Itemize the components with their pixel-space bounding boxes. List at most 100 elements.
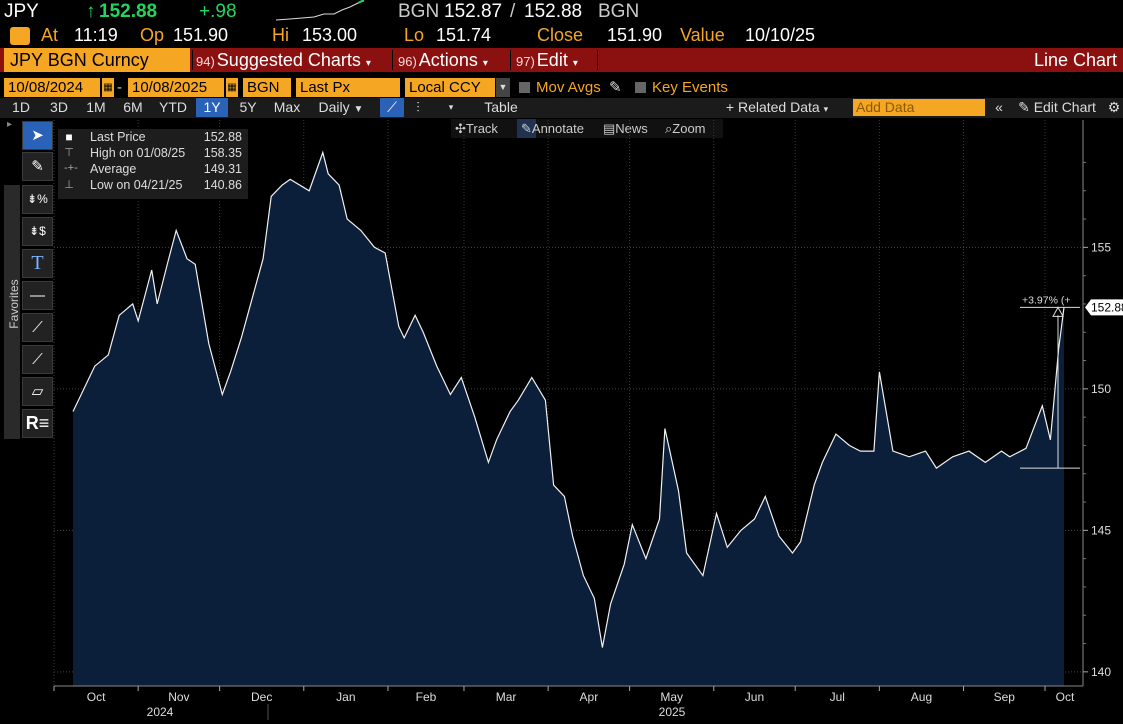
related-data-button[interactable]: + Related Data ▾ (725, 99, 829, 115)
x-tick-label: Sep (994, 690, 1016, 704)
realtime-gauge-icon (10, 27, 30, 45)
zoom-button[interactable]: ⌕ Zoom (665, 121, 706, 136)
year-label: 2025 (659, 705, 686, 719)
x-tick-label: Jun (745, 690, 764, 704)
y-tick-label: 145 (1091, 523, 1111, 537)
drawing-tools-palette: ▸ Favorites ➤ ✎ ⇟% ⇟$ T — ⟋ ⟋ ▱ R≡ (0, 119, 56, 441)
annotate-button[interactable]: ✎ Annotate (517, 119, 584, 138)
close-label: Close (537, 25, 584, 45)
pencil-icon: ✎ (1018, 99, 1030, 115)
collapse-icon[interactable]: « (995, 99, 1003, 115)
square-marker-icon: ■ (65, 130, 73, 144)
percent-measure-icon[interactable]: ⇟% (22, 185, 53, 214)
x-tick-label: May (660, 690, 683, 704)
channel-icon[interactable]: ▱ (22, 377, 53, 406)
track-button[interactable]: ✣ Track (455, 121, 498, 136)
x-tick-label: Oct (87, 690, 106, 704)
at-label: At (41, 25, 59, 45)
candle-chart-icon[interactable]: ⫶ (416, 99, 420, 115)
x-tick-label: Oct (1056, 690, 1075, 704)
last-price: 152.88 (99, 1, 158, 22)
key-events-label[interactable]: Key Events (652, 79, 728, 96)
chevron-down-icon: ▾ (365, 58, 371, 69)
high-label: Hi (272, 25, 289, 45)
ticker: JPY (4, 1, 39, 22)
period-3d[interactable]: 3D (50, 99, 68, 115)
quote-source: BGN (398, 1, 440, 22)
legend-last-label: Last Price (90, 130, 146, 144)
close-value: 151.90 (607, 25, 663, 45)
line-chart-icon[interactable]: ⟋ (380, 98, 404, 117)
security-field[interactable]: JPY BGN Curncy (4, 48, 190, 72)
actions-menu[interactable]: 96) Actions ▾ (398, 50, 488, 70)
legend-high-label: High on 01/08/25 (90, 146, 186, 160)
table-button[interactable]: Table (484, 99, 518, 115)
price-field[interactable]: Last Px (296, 78, 400, 97)
x-tick-label: Jan (336, 690, 355, 704)
mov-avgs-checkbox[interactable] (519, 82, 530, 93)
pointer-icon[interactable]: ➤ (22, 121, 53, 150)
price-change: +.98 (199, 1, 237, 22)
frequency-dropdown[interactable]: Daily ▼ (318, 99, 364, 115)
x-tick-label: Jul (830, 690, 845, 704)
horizontal-line-icon[interactable]: — (22, 281, 53, 310)
period-1d[interactable]: 1D (12, 99, 30, 115)
ray-line-icon[interactable]: ⟋ (22, 345, 53, 374)
period-5y[interactable]: 5Y (239, 99, 257, 115)
y-tick-label: 155 (1091, 240, 1111, 254)
trendline-icon[interactable]: ⟋ (22, 313, 53, 342)
gear-icon[interactable]: ⚙ (1107, 99, 1121, 115)
open-label: Op (140, 25, 165, 45)
ask-price: 152.88 (524, 1, 583, 22)
average-marker-icon: -+- (64, 162, 78, 174)
calendar-icon[interactable]: ▦ (102, 78, 114, 97)
pencil-icon[interactable]: ✎ (22, 152, 53, 181)
dollar-measure-icon[interactable]: ⇟$ (22, 217, 53, 246)
chevron-right-icon[interactable]: ▸ (7, 119, 13, 130)
suggested-charts-menu[interactable]: 94) Suggested Charts ▾ (196, 50, 371, 70)
chevron-down-icon: ▼ (353, 104, 364, 115)
period-6m[interactable]: 6M (123, 99, 143, 115)
chevron-down-icon: ▾ (572, 58, 578, 69)
chart-legend: ■ Last Price 152.88 ⊤ High on 01/08/25 1… (58, 129, 248, 199)
currency-field[interactable]: Local CCY (405, 78, 495, 97)
date-range-dash: - (117, 79, 122, 96)
period-max[interactable]: Max (273, 99, 301, 115)
high-marker-icon: ⊤ (64, 147, 74, 159)
edit-chart-button[interactable]: ✎ Edit Chart (1018, 99, 1096, 115)
favorites-strip: Favorites (4, 185, 21, 439)
source-field[interactable]: BGN (243, 78, 291, 97)
calendar-icon[interactable]: ▦ (226, 78, 238, 97)
bid-price: 152.87 (444, 1, 503, 22)
news-button[interactable]: ▤ News (603, 121, 648, 136)
key-events-checkbox[interactable] (635, 82, 646, 93)
favorites-label: Favorites (7, 279, 21, 329)
chevron-down-icon[interactable]: ▼ (496, 78, 510, 97)
high-value: 153.00 (302, 25, 358, 45)
chevron-down-icon: ▾ (482, 58, 488, 69)
period-ytd[interactable]: YTD (159, 99, 187, 115)
y-tick-label: 140 (1091, 665, 1111, 679)
legend-average-value: 149.31 (203, 162, 242, 176)
add-data-input[interactable]: Add Data (853, 99, 985, 116)
text-tool-icon[interactable]: T (22, 249, 53, 278)
value-date: 10/10/25 (745, 25, 816, 45)
chart-subtoolbar: ✣ Track ✎ Annotate ▤ News ⌕ Zoom (451, 119, 723, 138)
quote-time: 11:19 (74, 25, 118, 45)
quote-details: At 11:19 Op 151.90 Hi 153.00 Lo 151.74 C… (0, 24, 1123, 48)
period-1m[interactable]: 1M (86, 99, 106, 115)
legend-average-label: Average (90, 162, 137, 176)
edit-menu[interactable]: 97) Edit ▾ (516, 50, 578, 70)
pencil-icon[interactable]: ✎ (609, 79, 622, 96)
price-chart[interactable]: +3.97% (+ 140 145 150 155 152.88 Oct Nov Dec Ja… (0, 118, 1123, 724)
open-value: 151.90 (173, 25, 229, 45)
period-1y[interactable]: 1Y (196, 98, 228, 117)
end-date-field[interactable]: 10/08/2025 (128, 78, 224, 97)
y-tick-label: 150 (1091, 382, 1111, 396)
measure-arrow (1052, 306, 1064, 317)
retracement-icon[interactable]: R≡ (22, 409, 53, 438)
x-tick-label: Apr (580, 690, 599, 704)
mov-avgs-label[interactable]: Mov Avgs (536, 79, 601, 96)
chevron-down-icon[interactable]: ▾ (448, 102, 454, 112)
start-date-field[interactable]: 10/08/2024 (4, 78, 100, 97)
